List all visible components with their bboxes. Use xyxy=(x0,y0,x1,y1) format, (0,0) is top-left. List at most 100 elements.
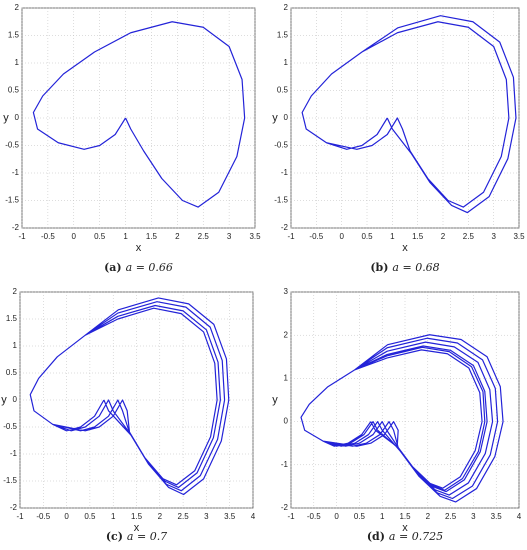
x-tick-label: 0 xyxy=(334,512,339,521)
caption-text: a = 0.725 xyxy=(389,530,443,543)
trajectory xyxy=(301,15,517,214)
x-tick-label: 4 xyxy=(251,512,256,521)
x-tick-label: 2.5 xyxy=(463,232,475,241)
caption-text: a = 0.68 xyxy=(392,261,439,274)
y-tick-label: 0 xyxy=(284,113,289,122)
x-tick-label: 0.5 xyxy=(361,232,373,241)
x-axis-label: x xyxy=(134,522,140,534)
x-tick-label: -1 xyxy=(18,232,26,241)
y-tick-label: 1 xyxy=(284,374,289,383)
y-tick-label: 0.5 xyxy=(6,368,18,377)
y-tick-label: -1 xyxy=(12,168,20,177)
caption-label: (c) xyxy=(106,530,123,543)
x-tick-label: 1 xyxy=(390,232,395,241)
x-tick-label: 1 xyxy=(111,512,116,521)
x-axis-label: x xyxy=(402,522,408,534)
y-tick-label: 2 xyxy=(13,287,18,296)
y-tick-label: -2 xyxy=(281,223,289,232)
y-tick-label: 3 xyxy=(284,287,289,296)
y-tick-label: 0.5 xyxy=(8,86,20,95)
x-tick-label: -0.5 xyxy=(309,232,323,241)
x-tick-label: 2 xyxy=(175,232,180,241)
x-tick-label: -0.5 xyxy=(36,512,50,521)
y-tick-label: -2 xyxy=(281,503,289,512)
y-tick-label: -1.5 xyxy=(5,196,19,205)
y-axis-label: y xyxy=(3,112,9,124)
y-tick-label: -1 xyxy=(281,168,289,177)
x-tick-label: 2.5 xyxy=(178,512,190,521)
x-tick-label: 4 xyxy=(517,512,522,521)
x-tick-label: 2 xyxy=(426,512,431,521)
x-tick-label: 0.5 xyxy=(94,232,106,241)
y-tick-label: -0.5 xyxy=(3,422,17,431)
y-tick-label: 1.5 xyxy=(6,314,18,323)
y-tick-label: 1.5 xyxy=(277,31,289,40)
x-tick-label: -0.5 xyxy=(307,512,321,521)
caption-label: (b) xyxy=(370,261,388,274)
plot-area xyxy=(21,7,256,229)
y-tick-label: -1.5 xyxy=(3,476,17,485)
y-axis-label: y xyxy=(272,112,278,124)
x-tick-label: 0.5 xyxy=(84,512,96,521)
x-tick-label: 3 xyxy=(491,232,496,241)
y-tick-label: 2 xyxy=(284,330,289,339)
y-tick-label: -1 xyxy=(281,460,289,469)
y-axis-label: y xyxy=(272,394,278,406)
caption-text: a = 0.7 xyxy=(127,530,167,543)
panel: -1 -0.5 0 0.5 1 1.5 2 2.5 3 3.5 -2 -1.5 -1 -0.5 0 0.5 1 1… xyxy=(3,3,261,274)
x-tick-label: 1 xyxy=(123,232,128,241)
y-tick-label: 2 xyxy=(284,3,289,12)
x-tick-label: 3.5 xyxy=(249,232,261,241)
x-tick-label: 2.5 xyxy=(198,232,210,241)
x-tick-label: 1.5 xyxy=(131,512,143,521)
x-tick-label: 2 xyxy=(158,512,163,521)
caption: (a) a = 0.66 xyxy=(104,261,173,274)
x-tick-label: 3.5 xyxy=(491,512,503,521)
x-axis-label: x xyxy=(402,242,408,254)
y-tick-label: 1 xyxy=(13,341,18,350)
trajectory xyxy=(300,334,504,503)
y-tick-label: 0 xyxy=(13,395,18,404)
x-tick-label: -1 xyxy=(287,512,295,521)
trajectory xyxy=(32,21,246,208)
x-tick-label: 3 xyxy=(204,512,209,521)
x-tick-label: -0.5 xyxy=(41,232,55,241)
y-tick-label: 2 xyxy=(15,3,20,12)
y-tick-label: 0 xyxy=(15,113,20,122)
x-tick-label: 1 xyxy=(380,512,385,521)
y-axis-label: y xyxy=(1,394,7,406)
caption: (c) a = 0.7 xyxy=(106,530,167,543)
y-tick-label: 0 xyxy=(284,417,289,426)
x-axis-label: x xyxy=(136,242,142,254)
y-tick-label: -0.5 xyxy=(274,141,288,150)
x-tick-label: -1 xyxy=(287,232,295,241)
caption-label: (a) xyxy=(104,261,122,274)
x-tick-label: 3 xyxy=(471,512,476,521)
trajectory xyxy=(29,297,230,496)
x-tick-label: 1.5 xyxy=(412,232,424,241)
caption-text: a = 0.66 xyxy=(126,261,173,274)
caption: (d) a = 0.725 xyxy=(367,530,443,543)
x-tick-label: 2.5 xyxy=(445,512,457,521)
y-tick-label: -1.5 xyxy=(274,196,288,205)
y-tick-label: 1 xyxy=(15,58,20,67)
x-tick-label: 3.5 xyxy=(224,512,236,521)
caption: (b) a = 0.68 xyxy=(370,261,439,274)
x-tick-label: 3 xyxy=(227,232,232,241)
x-tick-label: 0 xyxy=(64,512,69,521)
y-tick-label: -0.5 xyxy=(5,141,19,150)
x-tick-label: -1 xyxy=(16,512,24,521)
x-tick-label: 0 xyxy=(72,232,77,241)
y-tick-label: 0.5 xyxy=(277,86,289,95)
x-tick-label: 1.5 xyxy=(399,512,411,521)
x-tick-label: 0 xyxy=(339,232,344,241)
x-tick-label: 2 xyxy=(441,232,446,241)
y-tick-label: -2 xyxy=(12,223,20,232)
panel: -1 -0.5 0 0.5 1 1.5 2 2.5 3 3.5 -2 -1.5 -1 -0.5 0 0.5 1 1… xyxy=(272,3,525,274)
x-tick-label: 1.5 xyxy=(146,232,158,241)
panel: -1 -0.5 0 0.5 1 1.5 2 2.5 3 3.5 4 -2 -1.5 -1 -0.5 0 0.5 1… xyxy=(1,287,256,543)
x-tick-label: 0.5 xyxy=(354,512,366,521)
y-tick-label: -1 xyxy=(10,449,18,458)
